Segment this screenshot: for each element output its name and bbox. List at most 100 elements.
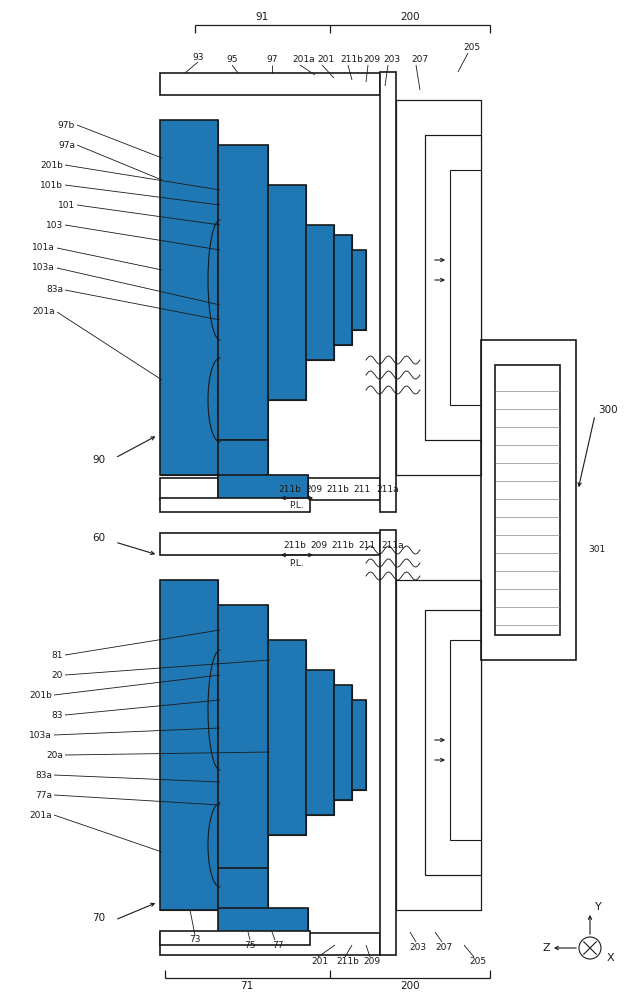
Bar <box>218 868 268 910</box>
Bar <box>218 868 268 910</box>
Text: 301: 301 <box>588 546 605 554</box>
Bar <box>306 225 334 360</box>
Text: 203: 203 <box>410 942 427 952</box>
Bar <box>268 185 306 400</box>
Bar <box>218 145 268 440</box>
Text: Y: Y <box>594 902 601 912</box>
Text: 83a: 83a <box>46 286 63 294</box>
Text: 103a: 103a <box>32 263 55 272</box>
Bar <box>396 580 481 910</box>
Text: 81: 81 <box>52 650 63 660</box>
Text: 93: 93 <box>192 52 204 62</box>
Text: 201a: 201a <box>29 810 52 820</box>
Bar <box>160 478 380 500</box>
Text: P.L.: P.L. <box>290 558 304 568</box>
Bar <box>160 580 218 910</box>
Bar <box>396 100 481 475</box>
Text: 207: 207 <box>412 55 429 64</box>
Text: 201a: 201a <box>32 308 55 316</box>
Bar <box>380 530 396 955</box>
Text: 201: 201 <box>311 958 329 966</box>
Text: 20a: 20a <box>46 750 63 760</box>
Text: 201a: 201a <box>292 55 315 64</box>
Bar <box>334 685 352 800</box>
Text: 211b: 211b <box>332 540 354 550</box>
Bar <box>218 908 308 932</box>
Bar <box>268 640 306 835</box>
Text: 200: 200 <box>400 981 420 991</box>
Text: 211b: 211b <box>283 540 306 550</box>
Text: 211b: 211b <box>278 486 301 494</box>
Text: 101a: 101a <box>32 243 55 252</box>
Text: P.L.: P.L. <box>290 502 304 510</box>
Bar <box>306 670 334 815</box>
Text: 200: 200 <box>400 12 420 22</box>
Bar <box>218 440 268 500</box>
Bar <box>352 700 366 790</box>
Text: 70: 70 <box>92 913 105 923</box>
Text: 91: 91 <box>255 12 269 22</box>
Bar <box>334 235 352 345</box>
Text: 201b: 201b <box>29 690 52 700</box>
Bar <box>218 605 268 870</box>
Text: Z: Z <box>542 943 550 953</box>
Text: 101b: 101b <box>40 180 63 190</box>
Text: 209: 209 <box>364 55 380 64</box>
Text: X: X <box>607 953 615 963</box>
Bar <box>495 365 560 635</box>
Text: 103a: 103a <box>29 730 52 740</box>
Text: 211: 211 <box>354 486 371 494</box>
Bar <box>334 235 352 345</box>
Bar <box>218 440 268 500</box>
Bar <box>334 685 352 800</box>
Bar <box>425 610 481 875</box>
Text: 205: 205 <box>469 958 487 966</box>
Text: 211a: 211a <box>382 540 404 550</box>
Bar <box>160 120 218 475</box>
Text: 209: 209 <box>364 958 380 966</box>
Text: 101: 101 <box>58 200 75 210</box>
Bar <box>218 145 268 440</box>
Bar <box>352 250 366 330</box>
Text: 83: 83 <box>52 710 63 720</box>
Text: 201: 201 <box>317 55 334 64</box>
Text: 211a: 211a <box>376 486 399 494</box>
Text: 211: 211 <box>359 540 376 550</box>
Bar <box>481 340 576 660</box>
Bar <box>268 185 306 400</box>
Bar <box>352 250 366 330</box>
Text: 203: 203 <box>383 55 401 64</box>
Text: 60: 60 <box>92 533 105 543</box>
Text: 73: 73 <box>189 936 201 944</box>
Text: 201b: 201b <box>40 160 63 169</box>
Bar <box>425 135 481 440</box>
Text: 20: 20 <box>52 670 63 680</box>
Bar <box>160 533 380 555</box>
Bar <box>218 605 268 870</box>
Text: 97: 97 <box>266 55 278 64</box>
Text: 77a: 77a <box>35 790 52 800</box>
Text: 211b: 211b <box>336 958 359 966</box>
Text: 209: 209 <box>305 486 322 494</box>
Bar <box>218 475 308 500</box>
Text: 211b: 211b <box>341 55 364 64</box>
Bar <box>160 933 380 955</box>
Bar <box>450 640 481 840</box>
Bar <box>160 498 310 512</box>
Text: 77: 77 <box>272 940 283 950</box>
Bar <box>160 73 380 95</box>
Bar <box>306 670 334 815</box>
Bar <box>450 170 481 405</box>
Text: 97b: 97b <box>58 120 75 129</box>
Bar <box>218 475 308 500</box>
Text: 75: 75 <box>244 940 255 950</box>
Text: 71: 71 <box>240 981 254 991</box>
Text: 300: 300 <box>598 405 618 415</box>
Text: 207: 207 <box>436 942 452 952</box>
Bar <box>352 700 366 790</box>
Bar <box>380 72 396 512</box>
Bar <box>218 908 308 932</box>
Text: 95: 95 <box>226 55 238 64</box>
Bar <box>268 640 306 835</box>
Bar <box>160 120 218 475</box>
